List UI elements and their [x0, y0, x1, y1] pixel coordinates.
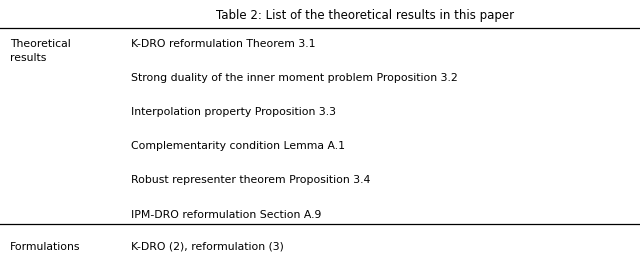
- Text: Formulations: Formulations: [10, 242, 80, 252]
- Text: Strong duality of the inner moment problem Proposition 3.2: Strong duality of the inner moment probl…: [131, 73, 458, 83]
- Text: Complementarity condition Lemma A.1: Complementarity condition Lemma A.1: [131, 141, 345, 151]
- Text: K-DRO (2), reformulation (3): K-DRO (2), reformulation (3): [131, 242, 284, 252]
- Text: IPM-DRO reformulation Section A.9: IPM-DRO reformulation Section A.9: [131, 210, 321, 219]
- Text: Theoretical
results: Theoretical results: [10, 39, 70, 63]
- Text: Table 2: List of the theoretical results in this paper: Table 2: List of the theoretical results…: [216, 9, 514, 22]
- Text: Interpolation property Proposition 3.3: Interpolation property Proposition 3.3: [131, 107, 336, 117]
- Text: Robust representer theorem Proposition 3.4: Robust representer theorem Proposition 3…: [131, 175, 371, 185]
- Text: K-DRO reformulation Theorem 3.1: K-DRO reformulation Theorem 3.1: [131, 39, 316, 49]
